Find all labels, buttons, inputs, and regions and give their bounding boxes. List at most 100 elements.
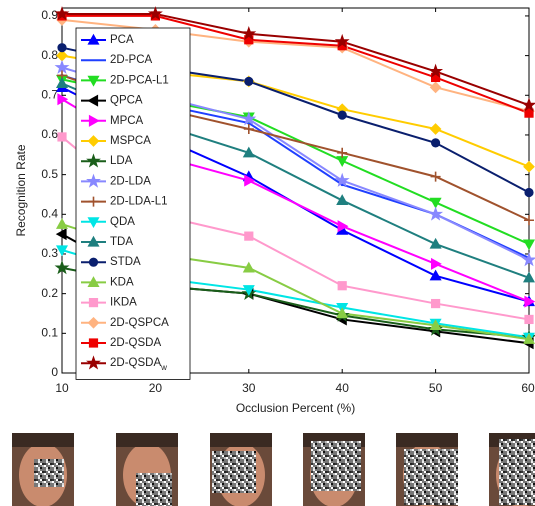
- marker: [336, 194, 349, 206]
- y-tick-label: 0: [51, 365, 58, 379]
- marker: [524, 295, 535, 308]
- marker: [88, 196, 99, 207]
- face: [116, 433, 178, 506]
- face: [303, 433, 365, 506]
- marker: [87, 235, 100, 247]
- legend-label: STDA: [110, 256, 141, 268]
- marker: [337, 110, 347, 120]
- marker: [334, 33, 350, 49]
- marker: [334, 172, 350, 187]
- legend-label: QDA: [110, 216, 135, 228]
- marker: [429, 197, 442, 209]
- y-tick-label: 0.3: [41, 246, 58, 260]
- legend-label: IKDA: [110, 297, 137, 309]
- y-tick-label: 0.6: [41, 127, 58, 141]
- marker: [86, 173, 101, 188]
- marker: [431, 257, 442, 270]
- series-line: [62, 14, 530, 115]
- marker: [244, 231, 254, 241]
- legend-label: QPCA: [110, 95, 143, 107]
- marker: [87, 75, 100, 87]
- marker: [336, 307, 349, 319]
- x-tick-label: 50: [429, 381, 443, 395]
- face: [210, 433, 272, 506]
- marker: [86, 355, 101, 370]
- x-axis-label: Occlusion Percent (%): [236, 401, 355, 415]
- face: [396, 433, 458, 506]
- marker: [428, 63, 444, 78]
- marker: [244, 174, 256, 187]
- x-tick-label: 60: [521, 381, 535, 395]
- marker: [430, 171, 441, 182]
- y-tick-label: 0.2: [41, 286, 58, 300]
- marker: [241, 25, 257, 41]
- marker: [337, 220, 349, 233]
- x-tick-label: 20: [149, 381, 163, 395]
- marker: [57, 93, 69, 106]
- marker: [54, 6, 70, 21]
- marker: [57, 43, 67, 53]
- legend-label: MPCA: [110, 115, 144, 127]
- x-tick-label: 30: [242, 381, 256, 395]
- x-tick-label: 10: [55, 381, 69, 395]
- marker: [337, 281, 347, 291]
- marker: [55, 77, 69, 88]
- marker: [337, 147, 348, 158]
- marker: [524, 187, 534, 198]
- marker: [429, 269, 442, 281]
- marker: [87, 276, 100, 287]
- marker: [242, 146, 255, 158]
- face: [489, 433, 535, 506]
- marker: [524, 108, 534, 118]
- legend-label: KDA: [110, 276, 134, 288]
- marker: [242, 261, 255, 273]
- marker: [57, 132, 67, 142]
- legend-label: 2D-LDA-L1: [110, 196, 168, 208]
- legend-label: 2D-QSPCA: [110, 317, 169, 329]
- legend-label: MSPCA: [110, 135, 151, 147]
- marker: [429, 81, 442, 94]
- marker: [428, 206, 444, 221]
- marker: [522, 239, 535, 251]
- marker: [243, 124, 254, 135]
- marker: [244, 76, 254, 86]
- marker: [87, 217, 100, 229]
- marker: [431, 298, 441, 309]
- marker: [524, 314, 534, 325]
- y-axis-label: Recognition Rate: [14, 144, 28, 236]
- marker: [54, 59, 70, 74]
- marker: [429, 237, 442, 249]
- marker: [88, 338, 99, 348]
- legend-label: 2D-LDA: [110, 175, 151, 187]
- y-tick-label: 0.8: [41, 48, 58, 62]
- marker: [87, 33, 100, 45]
- y-tick-label: 0.1: [41, 325, 58, 339]
- marker: [241, 111, 257, 126]
- face-images: [12, 433, 535, 506]
- marker: [54, 260, 70, 275]
- marker: [522, 333, 535, 344]
- marker: [88, 257, 99, 267]
- marker: [86, 153, 101, 168]
- x-tick-label: 40: [336, 381, 350, 395]
- marker: [55, 217, 69, 229]
- marker: [523, 160, 535, 173]
- marker: [524, 215, 534, 226]
- marker: [87, 94, 99, 107]
- y-tick-label: 0.4: [41, 206, 58, 220]
- marker: [87, 316, 100, 329]
- legend-label: 2D-PCA-L1: [110, 74, 169, 86]
- face: [12, 433, 74, 506]
- legend-label: LDA: [110, 155, 133, 167]
- y-tick-label: 0.7: [41, 87, 58, 101]
- marker: [87, 135, 100, 147]
- marker: [88, 114, 100, 127]
- marker: [431, 138, 441, 148]
- legend-label: PCA: [110, 34, 134, 46]
- marker: [429, 319, 442, 330]
- legend-label: 2D-QSDAw: [110, 357, 167, 372]
- legend-label: 2D-QSDA: [110, 337, 161, 349]
- marker: [88, 298, 99, 308]
